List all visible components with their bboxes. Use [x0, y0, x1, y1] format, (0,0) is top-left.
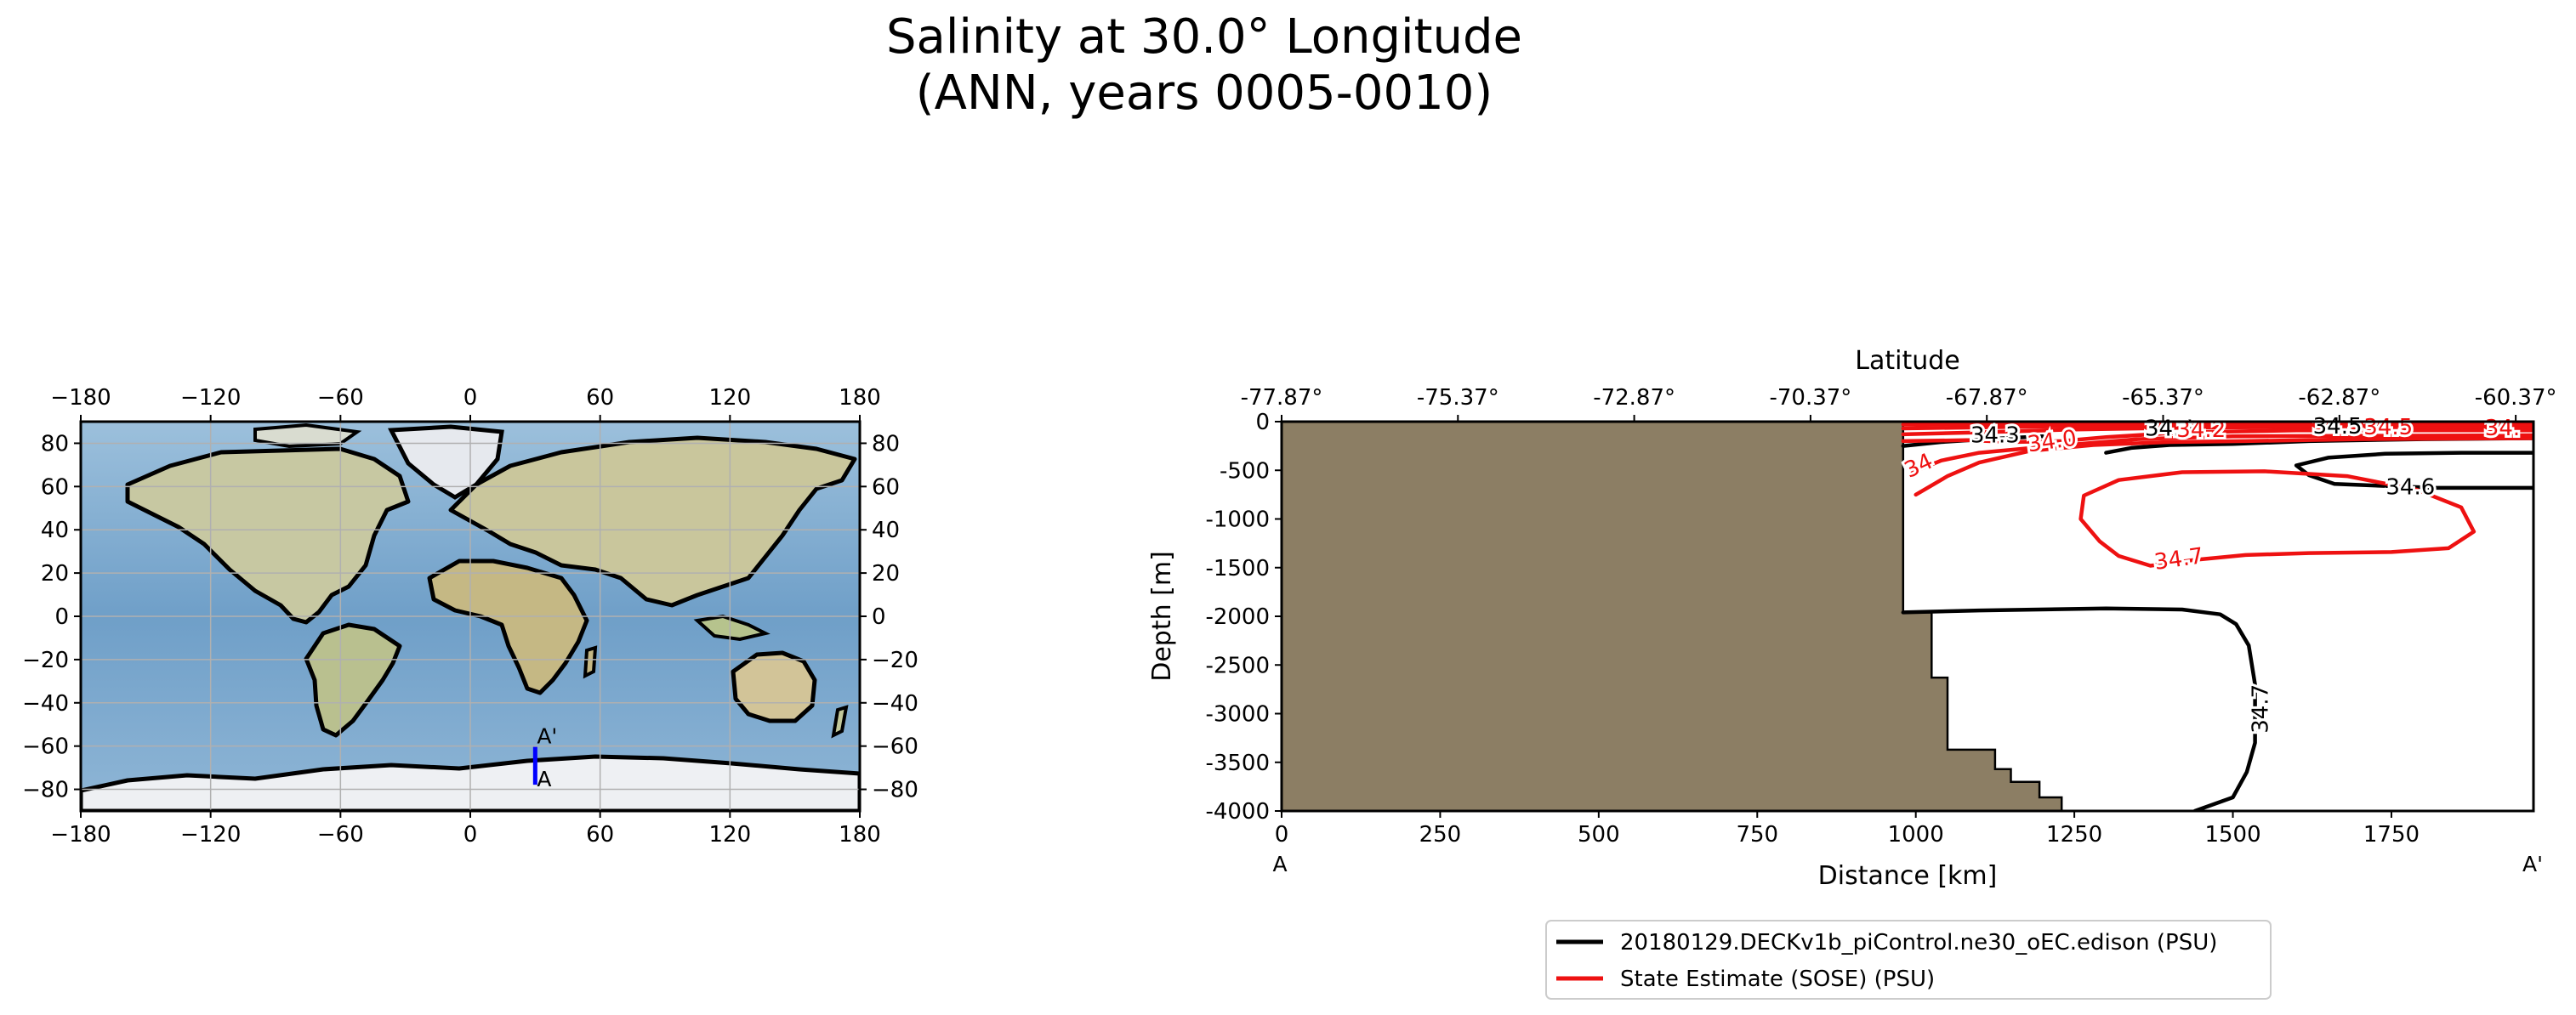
section-top-xtick-label: -65.37° — [2122, 385, 2204, 411]
section-xtick-label: 1500 — [2204, 822, 2260, 848]
map-ytick-label-right: 20 — [872, 561, 900, 587]
map-xtick-label: −180 — [50, 822, 111, 848]
section-top-xlabel: Latitude — [1855, 346, 1959, 376]
section-xtick-label: 250 — [1419, 822, 1462, 848]
section-top-xtick-label: -70.37° — [1769, 385, 1851, 411]
section-ytick-label: -1000 — [1205, 508, 1270, 533]
map-xtick-label-top: −60 — [317, 385, 364, 411]
section-ytick-label: -4000 — [1205, 799, 1270, 825]
section-ytick-label: 0 — [1255, 410, 1270, 435]
section-top-xtick-label: -60.37° — [2475, 385, 2557, 411]
south-america-land — [304, 622, 402, 738]
section-ytick-label: -500 — [1220, 458, 1270, 484]
map-land-group — [81, 422, 860, 811]
map-gridlines — [80, 422, 861, 811]
map-xtick-label-top: 120 — [709, 385, 752, 411]
map-ytick-label-right: 0 — [872, 604, 886, 630]
section-xlabel: Distance [km] — [1818, 861, 1998, 891]
map-ytick-label-right: −20 — [872, 648, 918, 673]
contour-label-model: 34.3 — [1970, 423, 2020, 449]
map-ytick-label: −80 — [22, 778, 69, 803]
section-xtick-label: 1000 — [1888, 822, 1944, 848]
new-zealand-land — [831, 705, 849, 739]
contour-label-model: 34.6 — [2386, 474, 2435, 500]
map-ticks: −180 −180 −120 −120 −60 −60 0 0 60 60 120 120 180 180… — [22, 385, 918, 848]
map-xtick-label-top: −180 — [50, 385, 111, 411]
map-ytick-label-right: 40 — [872, 518, 900, 543]
section-panel: 34.634.734.3 34.5 34.534.734.0 34.2 34.5 34.3… — [1147, 346, 2557, 891]
contour-label-model: 34.7 — [2249, 684, 2274, 734]
contour-label-obs: 34. — [2485, 416, 2520, 441]
map-xtick-label: 120 — [709, 822, 752, 848]
madagascar-land — [583, 645, 598, 679]
section-end-label: A' — [2522, 852, 2543, 876]
map-xtick-label-top: 0 — [463, 385, 478, 411]
figure-title-line1: Salinity at 30.0° Longitude — [886, 9, 1522, 65]
map-section-group: A A' — [532, 724, 557, 791]
section-xtick-label: 750 — [1736, 822, 1778, 848]
section-start-label: A — [1272, 852, 1287, 876]
map-ytick-label-right: −40 — [872, 691, 918, 717]
section-ytick-label: -2000 — [1205, 604, 1270, 630]
map-xtick-label-top: 180 — [839, 385, 881, 411]
obs-contour-34-6 — [1914, 436, 2533, 497]
australia-land — [731, 650, 817, 723]
map-ytick-label-right: −80 — [872, 778, 918, 803]
section-ytick-label: -2500 — [1205, 653, 1270, 678]
map-ytick-label: 0 — [54, 604, 69, 630]
map-xtick-label-top: 60 — [586, 385, 614, 411]
section-top-xtick-label: -62.87° — [2298, 385, 2380, 411]
section-ytick-label: -3000 — [1205, 702, 1270, 728]
map-xtick-label-top: −120 — [180, 385, 241, 411]
obs-contour-34-7 — [2078, 469, 2476, 568]
section-ytick-label: -3500 — [1205, 751, 1270, 776]
section-top-xtick-label: -77.87° — [1241, 385, 1323, 411]
map-ytick-label-right: −60 — [872, 734, 918, 760]
map-xtick-label: −60 — [317, 822, 364, 848]
map-xtick-label: 60 — [586, 822, 614, 848]
section-ticks: 0 250 500 750 1000 1250 1500 1750 0 -500 -1000 -150… — [1205, 385, 2556, 848]
figure-title-line2: (ANN, years 0005-0010) — [916, 65, 1493, 121]
map-xtick-label: 0 — [463, 822, 478, 848]
map-ytick-label: 20 — [41, 561, 69, 587]
map-ytick-label-right: 60 — [872, 474, 900, 500]
map-section-start-label: A — [537, 767, 551, 791]
legend-label-obs: State Estimate (SOSE) (PSU) — [1620, 967, 1935, 992]
legend: 20180129.DECKv1b_piControl.ne30_oEC.edis… — [1545, 920, 2272, 1000]
section-ytick-label: -1500 — [1205, 556, 1270, 581]
section-top-xtick-label: -67.87° — [1946, 385, 2028, 411]
map-xtick-label: −120 — [180, 822, 241, 848]
map-ytick-label: −20 — [22, 648, 69, 673]
map-ytick-label: 60 — [41, 474, 69, 500]
section-xtick-label: 1250 — [2046, 822, 2102, 848]
model-contour-34-7 — [1901, 606, 2257, 811]
section-top-xtick-label: -75.37° — [1417, 385, 1499, 411]
map-ytick-label: −60 — [22, 734, 69, 760]
map-ytick-label-right: 80 — [872, 431, 900, 456]
map-ytick-label: 80 — [41, 431, 69, 456]
section-xtick-label: 1750 — [2363, 822, 2420, 848]
map-section-end-label: A' — [537, 724, 557, 749]
section-xtick-label: 0 — [1275, 822, 1289, 848]
legend-label-model: 20180129.DECKv1b_piControl.ne30_oEC.edis… — [1620, 930, 2217, 955]
map-xtick-label: 180 — [839, 822, 881, 848]
map-ytick-label: 40 — [41, 518, 69, 543]
section-xtick-label: 500 — [1578, 822, 1620, 848]
obs-contour-34-2 — [1901, 424, 2533, 437]
obs-contour-34-5 — [1910, 433, 2533, 474]
section-top-xtick-label: -72.87° — [1593, 385, 1675, 411]
obs-contour-34-4 — [1901, 422, 2533, 427]
contour-label-obs: 34.5 — [2363, 415, 2413, 440]
contour-label-model: 34.5 — [2313, 414, 2363, 439]
map-ytick-label: −40 — [22, 691, 69, 717]
obs-contour-34 — [1901, 428, 2533, 445]
contour-lines — [1901, 422, 2533, 811]
section-ylabel: Depth [m] — [1147, 551, 1177, 682]
legend-box — [1545, 920, 2272, 1000]
eurasia-land — [448, 435, 857, 608]
map-panel: A A' −180 −180 −120 −120 −60 −60 0 0 60 60 120 120 1… — [22, 385, 918, 848]
